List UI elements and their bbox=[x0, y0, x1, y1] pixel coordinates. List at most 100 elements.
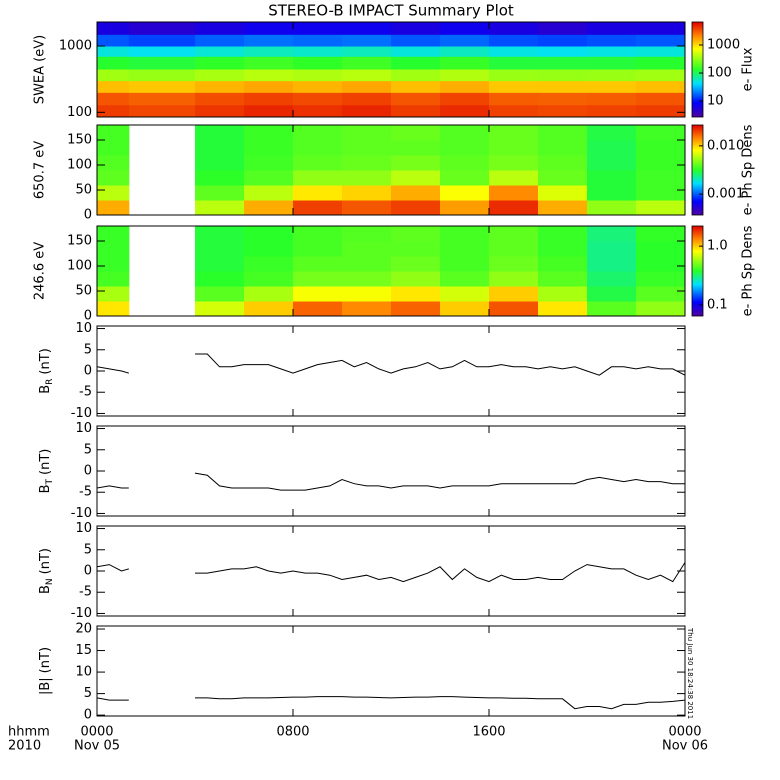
heatmap-cell bbox=[342, 256, 392, 272]
heatmap-cell bbox=[97, 185, 130, 201]
heatmap-cell bbox=[97, 170, 130, 186]
heatmap-cell bbox=[440, 200, 490, 215]
heatmap-cell bbox=[489, 241, 539, 257]
colorbar bbox=[691, 124, 704, 216]
y-tick-label: 100 bbox=[67, 105, 92, 120]
heatmap-cell bbox=[636, 56, 685, 70]
y-tick-label: 0 bbox=[84, 464, 92, 479]
y-tick-label: 100 bbox=[67, 158, 92, 173]
heatmap-cell bbox=[636, 256, 685, 272]
heatmap-cell bbox=[342, 155, 392, 171]
y-tick-label: 0 bbox=[84, 309, 92, 324]
y-axis-label: SWEA (eV) bbox=[33, 35, 48, 104]
heatmap-cell bbox=[97, 286, 130, 302]
heatmap-cell bbox=[97, 22, 130, 35]
y-tick-label: -10 bbox=[71, 506, 92, 521]
colorbar-label: e- Ph Sp Dens bbox=[741, 225, 756, 316]
heatmap-cell bbox=[195, 45, 245, 57]
heatmap-cell bbox=[636, 271, 685, 287]
heatmap-cell bbox=[636, 34, 685, 47]
data-line bbox=[97, 353, 685, 376]
data-line bbox=[97, 696, 685, 710]
panel-frame bbox=[96, 124, 686, 216]
heatmap-cell bbox=[587, 140, 637, 156]
heatmap-cell bbox=[440, 104, 490, 117]
heatmap-cell bbox=[538, 200, 588, 215]
heatmap-cell bbox=[342, 125, 392, 141]
heatmap-cell bbox=[587, 256, 637, 272]
y-tick-label: 50 bbox=[75, 183, 92, 198]
heatmap-cell bbox=[489, 286, 539, 302]
heatmap-cell bbox=[195, 56, 245, 70]
heatmap-cell bbox=[636, 80, 685, 93]
heatmap-cell bbox=[440, 22, 490, 35]
y-tick-label: 10 bbox=[75, 521, 92, 536]
y-tick-label: 0 bbox=[84, 564, 92, 579]
heatmap-cell bbox=[195, 241, 245, 257]
heatmap-cell bbox=[128, 22, 196, 35]
heatmap-cell bbox=[342, 92, 392, 106]
colorbar-label: e- Flux bbox=[741, 47, 756, 91]
y-tick-label: 5 bbox=[84, 542, 92, 557]
y-label-main: B bbox=[38, 385, 53, 394]
heatmap-cell bbox=[538, 185, 588, 201]
heatmap-cell bbox=[538, 241, 588, 257]
heatmap-cell bbox=[440, 241, 490, 257]
heatmap-cell bbox=[440, 34, 490, 47]
heatmap-cell bbox=[489, 104, 539, 117]
heatmap-cell bbox=[244, 226, 294, 242]
heatmap-cell bbox=[97, 68, 130, 82]
heatmap-cell bbox=[128, 56, 196, 70]
heatmap-cell bbox=[244, 301, 294, 316]
heatmap-cell bbox=[244, 271, 294, 287]
heatmap-cell bbox=[391, 301, 441, 316]
panel-frame bbox=[96, 425, 686, 517]
heatmap-cell bbox=[244, 140, 294, 156]
plot-area bbox=[97, 22, 685, 117]
heatmap-cell bbox=[293, 34, 343, 47]
heatmap-cell bbox=[587, 56, 637, 70]
heatmap-cell bbox=[440, 92, 490, 106]
heatmap-cell bbox=[587, 185, 637, 201]
heatmap-cell bbox=[97, 34, 130, 47]
heatmap-cell bbox=[244, 104, 294, 117]
heatmap-cell bbox=[636, 200, 685, 215]
panel-frame bbox=[96, 325, 686, 417]
heatmap-cell bbox=[489, 125, 539, 141]
y-tick-label: 5 bbox=[84, 442, 92, 457]
y-label-unit: (nT) bbox=[38, 348, 53, 374]
y-label-main: B bbox=[38, 585, 53, 594]
heatmap-cell bbox=[97, 45, 130, 57]
heatmap-cell bbox=[195, 271, 245, 287]
heatmap-cell bbox=[538, 45, 588, 57]
colorbar-tick-label: 1000 bbox=[707, 37, 740, 52]
heatmap-cell bbox=[97, 200, 130, 215]
heatmap-cell bbox=[128, 92, 196, 106]
heatmap-cell bbox=[489, 256, 539, 272]
plot-area bbox=[97, 226, 685, 316]
y-label-sub: N bbox=[45, 578, 55, 585]
heatmap-cell bbox=[391, 45, 441, 57]
heatmap-cell bbox=[391, 155, 441, 171]
heatmap-cell bbox=[293, 140, 343, 156]
heatmap-cell bbox=[391, 271, 441, 287]
heatmap-cell bbox=[97, 301, 130, 316]
heatmap-cell bbox=[587, 241, 637, 257]
heatmap-cell bbox=[342, 80, 392, 93]
y-label-unit: (nT) bbox=[38, 548, 53, 574]
heatmap-cell bbox=[587, 104, 637, 117]
heatmap-cell bbox=[489, 56, 539, 70]
heatmap-cell bbox=[293, 271, 343, 287]
heatmap-cell bbox=[97, 140, 130, 156]
data-line bbox=[97, 562, 685, 583]
heatmap-cell bbox=[293, 92, 343, 106]
heatmap-cell bbox=[195, 92, 245, 106]
plot-area bbox=[97, 472, 685, 491]
heatmap-cell bbox=[440, 170, 490, 186]
heatmap-cell bbox=[440, 140, 490, 156]
heatmap-cell bbox=[587, 271, 637, 287]
heatmap-cell bbox=[97, 104, 130, 117]
heatmap-cell bbox=[293, 22, 343, 35]
heatmap-cell bbox=[440, 68, 490, 82]
heatmap-cell bbox=[195, 301, 245, 316]
